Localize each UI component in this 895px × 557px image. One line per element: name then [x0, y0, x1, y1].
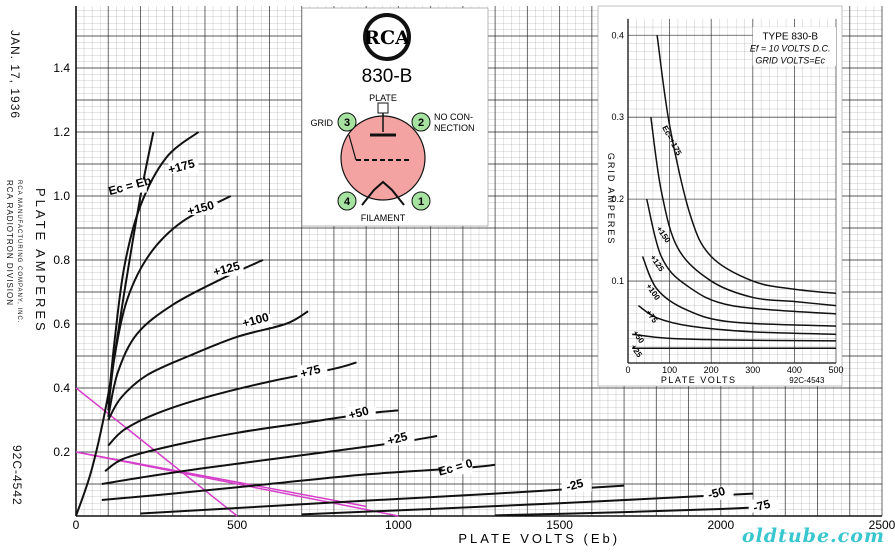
inset-x-tick-label: 100: [662, 365, 677, 375]
y-tick-label: 0.4: [53, 381, 70, 395]
inset-curve-+75: [637, 305, 837, 336]
inset-x-tick-label: 200: [704, 365, 719, 375]
tube-model: 830-B: [362, 66, 413, 87]
inset-x-tick-label: 300: [745, 365, 760, 375]
curve-label: -50: [706, 484, 727, 502]
curve-+175: [107, 131, 200, 405]
pin-number: 3: [344, 117, 350, 129]
pin-2: [411, 112, 431, 132]
plate-label: PLATE: [369, 93, 397, 103]
pin-4: [337, 191, 357, 211]
inset-y-axis-title: GRID AMPERES: [606, 153, 616, 246]
curve-label: +75: [299, 362, 323, 381]
no-connection-label: NECTION: [434, 123, 475, 133]
y-tick-label: 0.6: [53, 317, 70, 331]
x-tick-label: 1000: [385, 518, 412, 532]
grid-label: GRID: [311, 118, 334, 128]
x-tick-label: 2500: [869, 518, 895, 532]
inset-y-tick-label: 0.1: [611, 276, 624, 286]
inset-subtitle: Ef = 10 VOLTS D.C.: [750, 43, 831, 53]
curve-label: +50: [347, 403, 371, 422]
inset-title-bg: [752, 27, 836, 66]
curve-label-bg: [748, 499, 779, 513]
curve-label: Ec = 0: [437, 456, 475, 479]
inset-curve-+50: [632, 333, 837, 342]
curve-Ec0: [101, 463, 496, 501]
pin-number: 4: [344, 196, 351, 208]
pin-number: 1: [418, 196, 424, 208]
inset-curve-+125: [645, 198, 837, 315]
inset-curve-+150: [650, 117, 837, 307]
curve-label-bg: [116, 179, 147, 193]
inset-panel-bg: [597, 5, 843, 387]
inset-y-tick-label: 0.4: [611, 30, 624, 40]
curve-label: -75: [751, 497, 772, 515]
curve--50: [301, 492, 754, 516]
curve-label-bg: [561, 478, 592, 492]
y-tick-label: 1.0: [53, 189, 70, 203]
curve-label: +175: [166, 156, 196, 177]
company-label-2: RCA MANUFACTURING COMPANY, INC.: [16, 180, 22, 324]
y-tick-label: 0.8: [53, 253, 70, 267]
curve-label-bg: [187, 202, 218, 215]
rca-logo: [363, 13, 411, 61]
curve--25: [140, 484, 625, 515]
curve-label-bg: [242, 314, 273, 327]
y-tick-label: 0.2: [53, 445, 70, 459]
curve-label: +100: [241, 310, 271, 331]
pin-number: 2: [418, 117, 424, 129]
company-label-1: RCA RADIOTRON DIVISION: [5, 180, 14, 307]
curve-label-bg: [442, 461, 473, 475]
drawing-number: 92C-4542: [10, 445, 24, 506]
x-tick-label: 1500: [546, 518, 573, 532]
curve-+75: [107, 361, 357, 447]
curve-+150: [107, 195, 232, 411]
x-tick-label: 0: [73, 518, 80, 532]
load-line: [75, 387, 238, 517]
date-label: JAN. 17, 1936: [8, 30, 22, 120]
inset-x-tick-label: 400: [787, 365, 802, 375]
inset-x-tick-label: 500: [828, 365, 843, 375]
pin-3: [337, 112, 357, 132]
inset-y-tick-label: 0.2: [611, 194, 624, 204]
rca-logo-text: RCA: [364, 27, 410, 49]
curve-label-bg: [384, 432, 415, 446]
curve-label-bg: [297, 365, 328, 379]
inset-title: TYPE 830-B: [762, 31, 818, 42]
x-tick-label: 500: [227, 518, 247, 532]
curve-label: +25: [386, 429, 410, 448]
x-tick-label: 2000: [707, 518, 734, 532]
filament-label: FILAMENT: [361, 213, 406, 223]
y-tick-label: 1.4: [53, 61, 70, 75]
curve-label-bg: [345, 406, 376, 420]
pin-1: [411, 191, 431, 211]
curve-label: +125: [212, 259, 242, 280]
curve-label-bg: [168, 160, 199, 174]
curve-+125: [107, 259, 264, 418]
curve-label-bg: [703, 486, 734, 500]
inset-curve-+100: [641, 256, 837, 327]
curve-label: +150: [186, 198, 216, 219]
curve-label-bg: [213, 262, 244, 276]
inset-drawing-number: 92C-4543: [789, 376, 825, 385]
inset-x-tick-label: 0: [625, 365, 630, 375]
grid-lead: [348, 134, 357, 161]
inset-y-tick-label: 0.3: [611, 112, 624, 122]
curve--75: [495, 506, 763, 517]
no-connection-label: NO CON-: [434, 112, 473, 122]
load-line: [75, 451, 367, 508]
x-axis-title: PLATE VOLTS (Eb): [458, 531, 620, 546]
filament-element: [361, 180, 405, 206]
plate-pin: [377, 102, 389, 114]
y-axis-label: PLATE AMPERES: [33, 188, 48, 334]
watermark: oldtube.com: [741, 525, 885, 547]
inset-x-axis-title: PLATE VOLTS: [661, 375, 737, 385]
y-tick-label: 1.2: [53, 125, 70, 139]
curve-label: -25: [564, 476, 585, 494]
curve-+100: [107, 310, 309, 421]
inset-subtitle-2: GRID VOLTS=Ec: [755, 55, 825, 65]
inset-curve-Ec+175: [656, 35, 837, 295]
